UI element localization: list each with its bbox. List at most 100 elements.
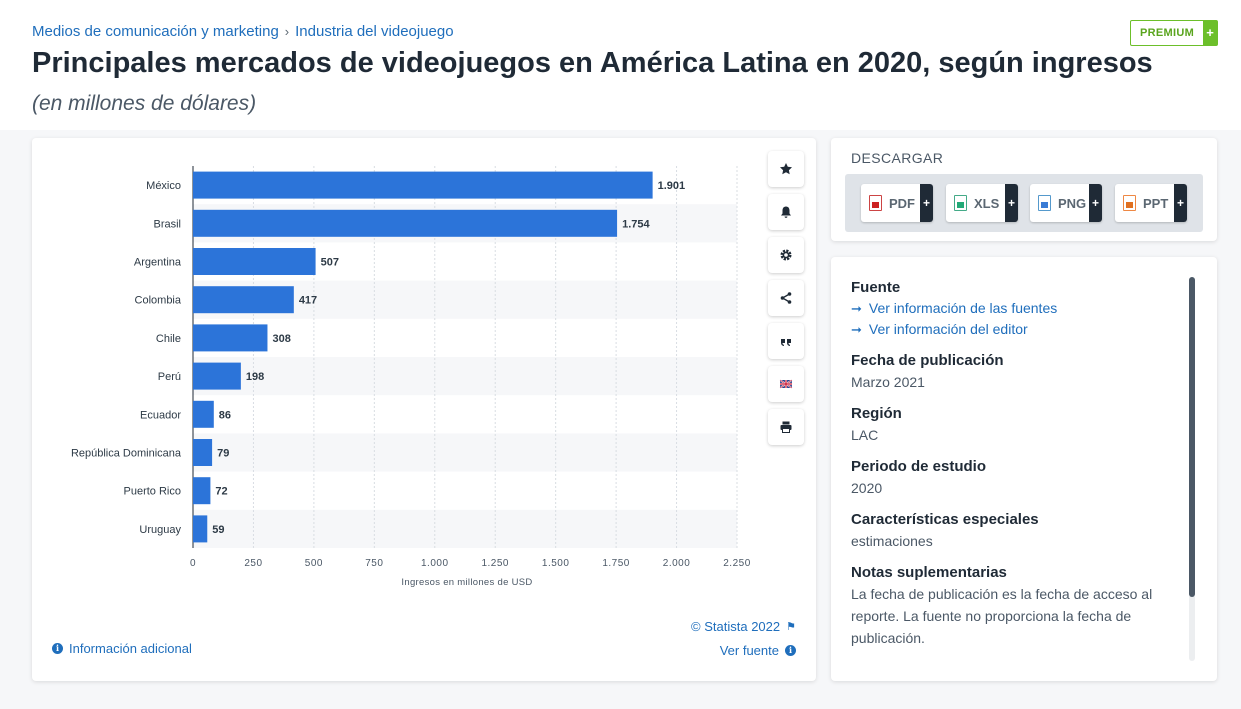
chart-card: México 1.901 Brasil 1.754 Argentina 507 Colomb… [32, 138, 816, 681]
data-label: 59 [212, 524, 224, 536]
star-icon [780, 163, 792, 175]
row-band [193, 357, 737, 396]
metadata-card: Fuente ➞ Ver información de las fuentes ➞… [831, 257, 1217, 681]
data-label: 1.754 [622, 218, 650, 230]
premium-label: PREMIUM [1140, 27, 1195, 39]
data-label: 308 [272, 333, 290, 345]
view-source-label: Ver fuente [719, 643, 779, 658]
pubdate-heading: Fecha de publicación [851, 352, 1004, 369]
bar [193, 248, 316, 275]
x-tick-label: 1.750 [602, 558, 630, 569]
quote-icon [781, 339, 791, 346]
row-band [193, 509, 737, 548]
copyright-label: © Statista 2022 [691, 619, 781, 634]
share-button[interactable] [768, 280, 804, 316]
source-block: Fuente ➞ Ver información de las fuentes ➞… [851, 279, 1171, 340]
data-label: 72 [215, 486, 227, 498]
plus-icon: + [1089, 184, 1102, 222]
category-label: Ecuador [140, 409, 181, 421]
breadcrumb: Medios de comunicación y marketing › Ind… [32, 23, 454, 40]
view-source-link[interactable]: Ver fuente i [720, 643, 796, 658]
share-icon [780, 292, 792, 304]
download-xls-button[interactable]: XLS + [946, 184, 1018, 222]
region-value: LAC [851, 427, 879, 443]
print-button[interactable] [768, 409, 804, 445]
breadcrumb-separator: › [284, 24, 290, 39]
category-label: Chile [156, 333, 181, 345]
scrollbar-thumb[interactable] [1189, 277, 1195, 597]
category-label: Uruguay [139, 524, 181, 536]
x-tick-label: 0 [190, 558, 196, 569]
x-tick-label: 750 [365, 558, 383, 569]
plus-icon: + [1174, 184, 1187, 222]
category-label: Colombia [135, 295, 182, 307]
bar [193, 209, 618, 237]
period-block: Periodo de estudio 2020 [851, 458, 1171, 499]
bar [193, 439, 213, 466]
notification-button[interactable] [768, 194, 804, 230]
x-tick-label: 1.500 [542, 558, 570, 569]
cite-button[interactable] [768, 323, 804, 359]
download-title: DESCARGAR [851, 150, 944, 166]
page-subtitle: (en millones de dólares) [32, 92, 257, 115]
publisher-info-label: Ver información del editor [868, 321, 1028, 337]
plus-icon: + [920, 184, 933, 222]
metadata-scrollbar[interactable] [1189, 277, 1195, 661]
x-tick-label: 500 [305, 558, 323, 569]
download-ppt-label: PPT [1143, 195, 1169, 211]
notes-value: La fecha de publicación es la fecha de a… [851, 586, 1153, 646]
special-heading: Características especiales [851, 511, 1039, 528]
source-info-label: Ver información de las fuentes [868, 300, 1058, 316]
favorite-button[interactable] [768, 151, 804, 187]
pdf-file-icon [869, 195, 882, 211]
flag-icon [779, 379, 793, 389]
header-band [0, 0, 1241, 130]
publisher-info-link[interactable]: ➞ Ver información del editor [851, 319, 1171, 340]
source-info-link[interactable]: ➞ Ver información de las fuentes [851, 298, 1171, 319]
category-label: Perú [158, 371, 181, 383]
download-card: DESCARGAR PDF + XLS + PNG + PPT + [831, 138, 1217, 241]
language-button[interactable] [768, 366, 804, 402]
x-tick-label: 1.000 [421, 558, 449, 569]
breadcrumb-item-videojuego[interactable]: Industria del videojuego [295, 23, 454, 40]
statista-copyright[interactable]: © Statista 2022 ⚑ [691, 619, 796, 634]
additional-info-link[interactable]: i Información adicional [52, 641, 192, 656]
bar [193, 171, 653, 199]
bar [193, 477, 211, 505]
bar-chart: México 1.901 Brasil 1.754 Argentina 507 Colomb… [71, 166, 750, 588]
download-pdf-label: PDF [889, 195, 915, 211]
period-heading: Periodo de estudio [851, 458, 987, 475]
special-value: estimaciones [851, 533, 933, 549]
download-bar: PDF + XLS + PNG + PPT + [845, 174, 1203, 232]
download-png-label: PNG [1058, 195, 1087, 211]
xls-file-icon [954, 195, 967, 211]
region-block: Región LAC [851, 405, 1171, 446]
data-label: 79 [217, 448, 229, 460]
download-png-button[interactable]: PNG + [1030, 184, 1102, 222]
bell-icon [781, 206, 791, 218]
additional-info-label: Información adicional [69, 641, 192, 656]
info-icon: i [52, 643, 63, 654]
category-label: República Dominicana [71, 448, 182, 460]
arrow-right-icon: ➞ [851, 322, 862, 337]
premium-badge[interactable]: PREMIUM + [1130, 20, 1219, 46]
bar [193, 362, 241, 390]
category-label: Puerto Rico [124, 486, 181, 498]
special-block: Características especiales estimaciones [851, 511, 1171, 552]
settings-button[interactable] [768, 237, 804, 273]
metadata-content: Fuente ➞ Ver información de las fuentes ➞… [851, 279, 1171, 661]
x-tick-label: 2.000 [663, 558, 691, 569]
arrow-right-icon: ➞ [851, 301, 862, 316]
download-pdf-button[interactable]: PDF + [861, 184, 933, 222]
bar [193, 515, 208, 543]
notes-heading: Notas suplementarias [851, 564, 1007, 581]
bar [193, 286, 294, 314]
notes-block: Notas suplementarias La fecha de publica… [851, 564, 1171, 649]
download-xls-label: XLS [974, 195, 1000, 211]
breadcrumb-item-medios[interactable]: Medios de comunicación y marketing [32, 23, 279, 40]
category-label: México [146, 180, 181, 192]
category-label: Brasil [153, 218, 181, 230]
download-ppt-button[interactable]: PPT + [1115, 184, 1187, 222]
x-axis-title: Ingresos en millones de USD [401, 577, 532, 588]
row-band [193, 433, 737, 472]
